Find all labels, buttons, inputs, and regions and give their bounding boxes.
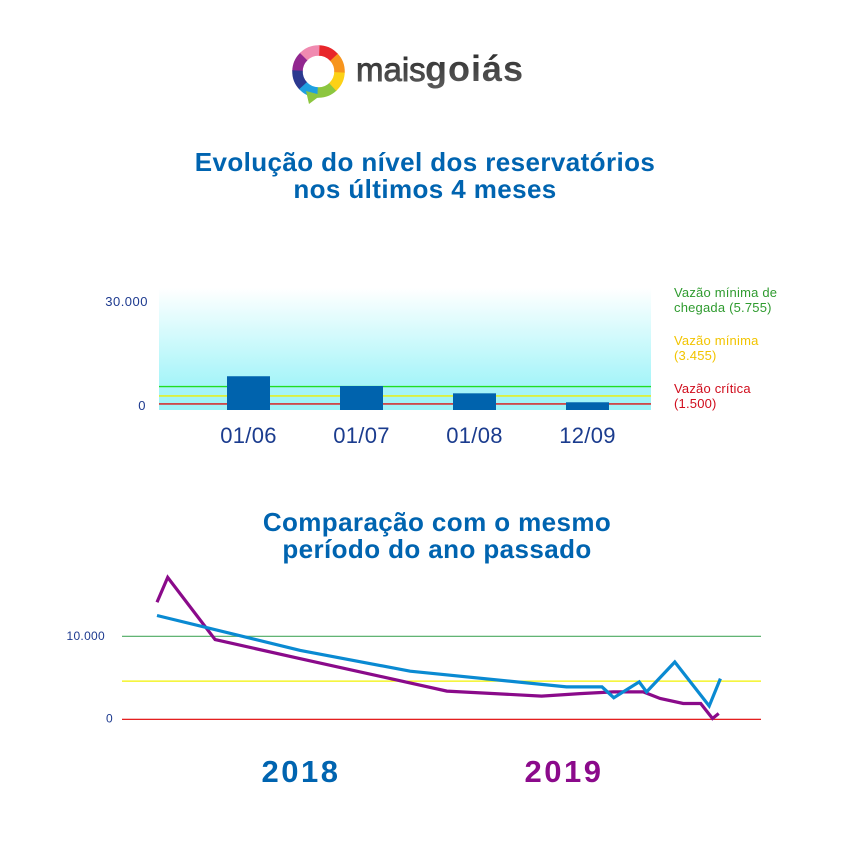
chart-title-line-2: nos últimos 4 meses xyxy=(293,174,556,204)
chart-title-line-1: Evolução do nível dos reservatórios xyxy=(195,147,655,177)
bar-12-09 xyxy=(566,402,609,410)
legend-label-vazao-minima-chegada: chegada (5.755) xyxy=(674,300,772,315)
logo-text-goias: goiás xyxy=(425,48,524,89)
series-line-2019 xyxy=(155,574,720,721)
series-lines xyxy=(155,574,722,721)
legend-label-vazao-minima-chegada: Vazão mínima de xyxy=(674,285,777,300)
logo: mais goiás xyxy=(292,45,524,104)
x-tick-label: 01/07 xyxy=(333,423,390,448)
legend: Vazão mínima de chegada (5.755) Vazão mí… xyxy=(674,285,777,411)
y-tick-label-max: 30.000 xyxy=(105,294,148,309)
reference-lines xyxy=(122,635,761,720)
x-tick-label: 01/06 xyxy=(220,423,277,448)
legend-label-2019: 2019 xyxy=(525,754,604,789)
bars xyxy=(227,376,609,410)
logo-bubble-tail xyxy=(306,91,321,104)
chart-title-line-2: período do ano passado xyxy=(282,534,591,564)
logo-ring-segment xyxy=(292,45,345,98)
speech-bubble-ring-icon xyxy=(292,45,345,104)
bar-01-08 xyxy=(453,393,496,410)
y-tick-label-10000: 10.000 xyxy=(66,629,105,643)
legend-label-vazao-critica: (1.500) xyxy=(674,396,717,411)
legend-label-vazao-minima: Vazão mínima xyxy=(674,333,759,348)
logo-ring-segment xyxy=(292,45,345,98)
logo-ring-segment xyxy=(292,45,345,98)
legend-label-vazao-critica: Vazão crítica xyxy=(674,381,751,396)
x-tick-label: 12/09 xyxy=(559,423,616,448)
bar-01-07 xyxy=(340,386,383,410)
chart-title-line-1: Comparação com o mesmo xyxy=(263,507,611,537)
logo-ring-segment xyxy=(292,45,345,98)
logo-text-mais: mais xyxy=(356,51,426,88)
line-chart: Comparação com o mesmo período do ano pa… xyxy=(66,507,761,789)
bar-01-06 xyxy=(227,376,270,410)
x-tick-label: 01/08 xyxy=(446,423,503,448)
series-line-2018 xyxy=(156,613,722,710)
legend-label-vazao-minima: (3.455) xyxy=(674,348,717,363)
legend-label-2018: 2018 xyxy=(262,754,341,789)
bar-chart: Evolução do nível dos reservatórios nos … xyxy=(105,147,777,448)
y-tick-label-zero: 0 xyxy=(106,712,113,726)
y-tick-label-zero: 0 xyxy=(138,398,146,413)
